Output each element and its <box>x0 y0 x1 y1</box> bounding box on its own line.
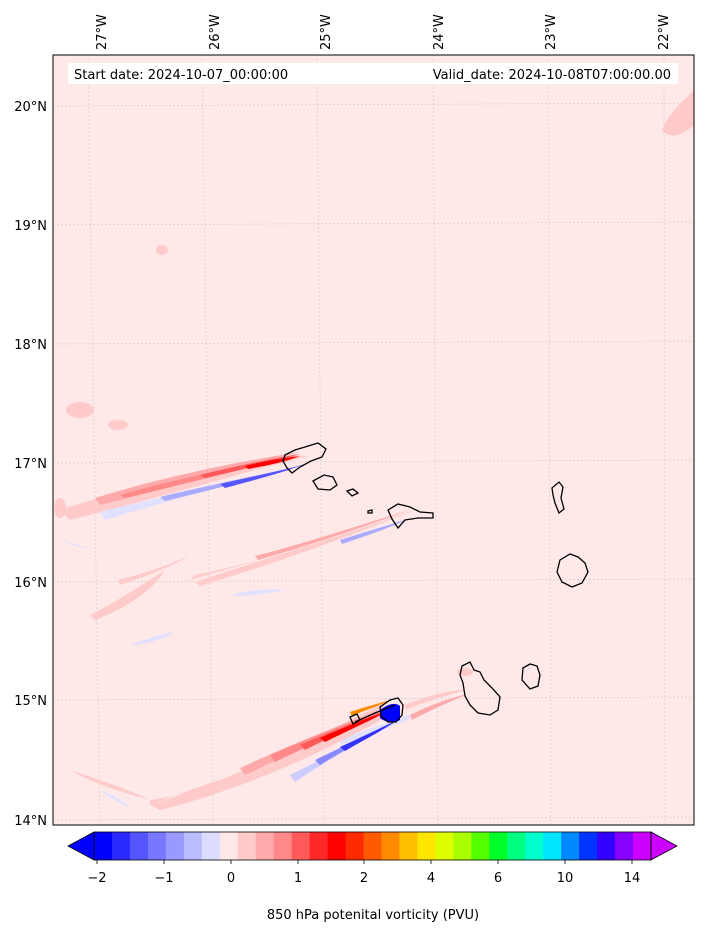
pv-field <box>53 55 694 825</box>
start-date-label: Start date: 2024-10-07_00:00:00 <box>74 68 288 83</box>
island-boa-vista <box>556 553 589 588</box>
colorbar-cell <box>579 832 598 860</box>
island-maio <box>521 663 541 690</box>
colorbar-cell <box>507 832 526 860</box>
colorbar-cell <box>165 832 185 860</box>
cbar-tick-neg2: −2 <box>87 871 106 886</box>
colorbar-cell <box>399 832 418 860</box>
island-brava-ridge <box>354 704 396 723</box>
valid-date-label: Valid_date: 2024-10-08T07:00:00.00 <box>433 68 671 83</box>
middle-streamer <box>195 508 420 586</box>
cbar-tick-4: 4 <box>427 871 435 886</box>
island-santa-luzia <box>345 488 360 497</box>
island-fogo <box>379 697 404 723</box>
colorbar-cell <box>471 832 490 860</box>
map-background <box>53 55 694 825</box>
colorbar-cell <box>435 832 454 860</box>
colorbar-cell <box>543 832 562 860</box>
colorbar-cell <box>345 832 365 860</box>
coastlines <box>282 442 589 725</box>
island-santiago <box>459 661 501 716</box>
colorbar-cell <box>327 832 347 860</box>
colorbar-under-extension <box>67 831 95 861</box>
colorbar-cell <box>291 832 311 860</box>
cbar-tick-10: 10 <box>557 871 574 886</box>
colorbar-cell <box>255 832 275 860</box>
colorbar-cell <box>237 832 257 860</box>
colorbar-cell <box>219 832 239 860</box>
colorbar-cell <box>417 832 436 860</box>
lat-label-15n: 15°N <box>14 694 47 709</box>
colorbar-cell <box>309 832 329 860</box>
cbar-tick-0: 0 <box>227 871 235 886</box>
south-streamer <box>150 694 468 810</box>
colorbar-cell <box>633 832 652 860</box>
colorbar-label: 850 hPa potenital vorticity (PVU) <box>267 908 479 923</box>
colorbar-cell <box>94 832 113 860</box>
colorbar-cell <box>489 832 508 860</box>
island-santo-antao <box>282 442 327 474</box>
latitude-labels: 20°N 19°N 18°N 17°N 16°N 15°N 14°N <box>14 100 47 829</box>
colorbar-cell <box>111 832 131 860</box>
cbar-tick-neg1: −1 <box>154 871 173 886</box>
map-frame <box>52 54 695 826</box>
lon-label-27w: 27°W <box>95 14 110 50</box>
island-raso <box>367 509 373 514</box>
island-sao-nicolau <box>387 503 434 530</box>
colorbar-cell <box>147 832 167 860</box>
lat-label-14n: 14°N <box>14 814 47 829</box>
colorbar-cell <box>615 832 634 860</box>
colorbar-outline <box>93 831 652 861</box>
cbar-tick-2: 2 <box>360 871 368 886</box>
colorbar-cell <box>201 832 221 860</box>
lat-label-17n: 17°N <box>14 457 47 472</box>
lon-label-24w: 24°W <box>432 14 447 50</box>
info-box <box>68 63 678 84</box>
island-sao-vicente <box>312 474 338 491</box>
colorbar-cell <box>525 832 544 860</box>
colorbar-cell <box>561 832 580 860</box>
cbar-tick-14: 14 <box>624 871 641 886</box>
lon-label-25w: 25°W <box>319 14 334 50</box>
lat-label-20n: 20°N <box>14 100 47 115</box>
lon-label-22w: 22°W <box>657 14 672 50</box>
colorbar-over-extension <box>650 831 678 861</box>
colorbar: −2 −1 0 1 2 4 6 8 10 12 14 850 hPa poten… <box>67 831 678 923</box>
colorbar-cell <box>183 832 203 860</box>
lon-label-26w: 26°W <box>208 14 223 50</box>
north-streamer <box>60 452 310 520</box>
colorbar-cell <box>129 832 149 860</box>
colorbar-cell <box>453 832 472 860</box>
cbar-tick-1: 1 <box>294 871 302 886</box>
longitude-labels: 27°W 26°W 25°W 24°W 23°W 22°W <box>95 14 672 50</box>
colorbar-cells <box>94 832 652 860</box>
colorbar-cell <box>273 832 293 860</box>
lat-label-19n: 19°N <box>14 219 47 234</box>
lat-label-16n: 16°N <box>14 576 47 591</box>
island-sal <box>551 481 565 515</box>
lat-label-18n: 18°N <box>14 338 47 353</box>
cbar-tick-6: 6 <box>494 871 502 886</box>
colorbar-cell <box>597 832 616 860</box>
colorbar-cell <box>363 832 382 860</box>
colorbar-ticks <box>96 860 633 864</box>
gridlines <box>53 55 694 825</box>
colorbar-cell <box>381 832 400 860</box>
lon-label-23w: 23°W <box>544 14 559 50</box>
